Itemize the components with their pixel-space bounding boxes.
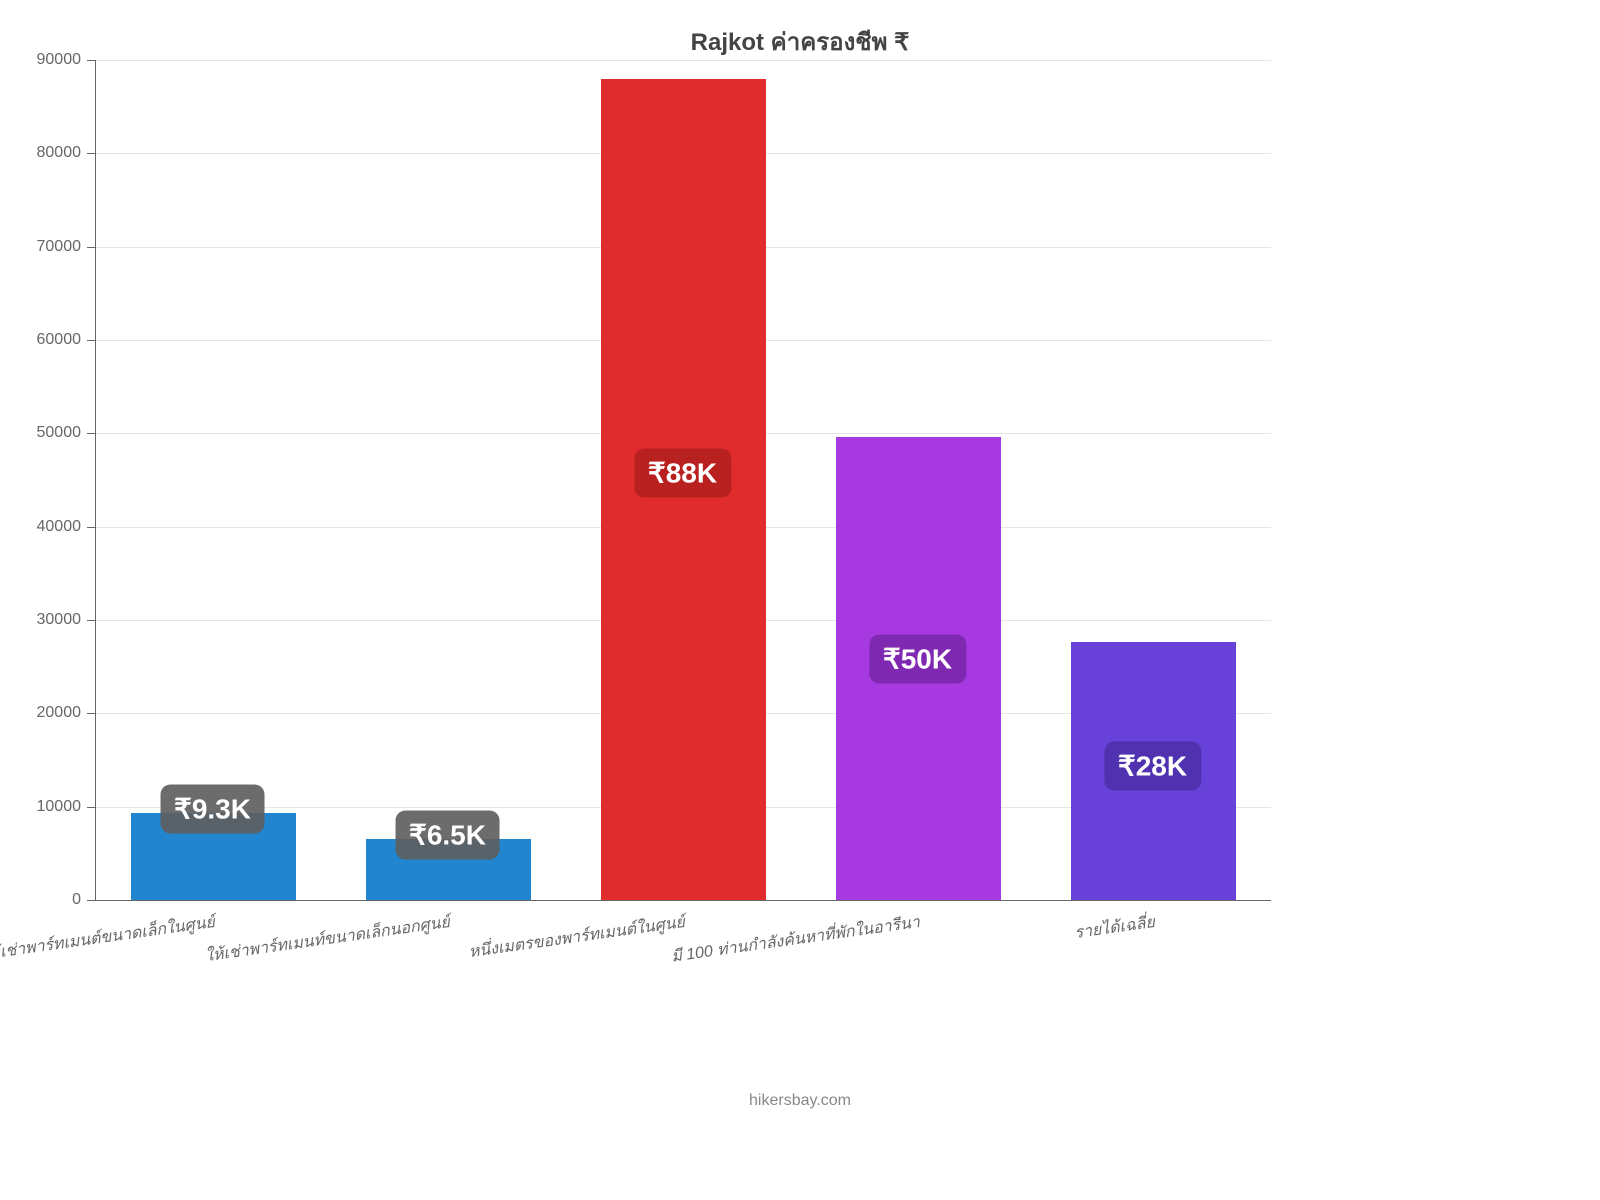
y-tick	[87, 900, 95, 901]
y-tick	[87, 713, 95, 714]
y-axis-label: 80000	[0, 144, 81, 162]
y-axis-label: 50000	[0, 424, 81, 442]
attribution: hikersbay.com	[749, 1092, 851, 1110]
y-tick	[87, 620, 95, 621]
y-axis-label: 60000	[0, 331, 81, 349]
y-gridline	[96, 60, 1271, 61]
bar-value-label: ₹88K	[634, 448, 731, 497]
y-axis-label: 0	[0, 891, 81, 909]
y-tick	[87, 807, 95, 808]
y-axis-label: 40000	[0, 518, 81, 536]
y-tick	[87, 340, 95, 341]
bar-value-label: ₹9.3K	[160, 785, 265, 834]
bar-value-label: ₹6.5K	[395, 811, 500, 860]
y-tick	[87, 433, 95, 434]
y-axis-label: 70000	[0, 238, 81, 256]
bar-value-label: ₹50K	[869, 635, 966, 684]
y-axis-label: 90000	[0, 51, 81, 69]
y-axis-label: 20000	[0, 704, 81, 722]
y-tick	[87, 527, 95, 528]
y-tick	[87, 60, 95, 61]
y-tick	[87, 247, 95, 248]
y-axis-label: 10000	[0, 798, 81, 816]
y-tick	[87, 153, 95, 154]
y-axis-label: 30000	[0, 611, 81, 629]
cost-of-living-chart: Rajkot ค่าครองชีพ ₹ hikersbay.com 0 10000…	[0, 0, 1600, 1200]
chart-title: Rajkot ค่าครองชีพ ₹	[691, 22, 910, 61]
bar-value-label: ₹28K	[1104, 742, 1201, 791]
